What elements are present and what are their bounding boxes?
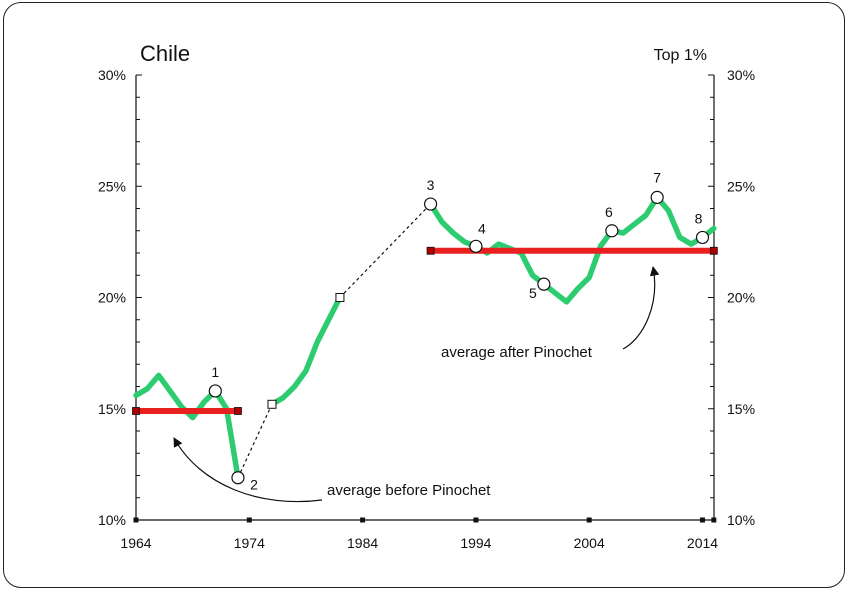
chart-frame: Chile Top 1% 10% 10% 15% 15% 20% 20% 25% 25% 30%… [3,2,845,588]
x-tick [700,517,705,523]
dashed-gap-line [237,404,273,478]
chart-subtitle: Top 1% [654,47,707,64]
y-tick-label-right: 30% [727,67,755,83]
x-tick-label: 1974 [234,535,265,551]
marked-point-label: 1 [211,364,219,380]
average-bar-end [709,246,718,255]
y-tick-label-left: 15% [98,401,126,417]
marked-point-circle [469,239,483,253]
x-tick [246,517,252,523]
annotation-before-label: average before Pinochet [327,482,491,499]
x-tick-label: 1994 [460,535,491,551]
x-tick [133,517,139,523]
chart-svg: Chile Top 1% 10% 10% 15% 15% 20% 20% 25% 25% 30%… [98,41,755,551]
x-tick [473,517,479,523]
y-tick-label-left: 25% [98,178,126,194]
x-tick-label: 2014 [687,535,718,551]
marked-point-circle [650,190,664,204]
marked-point-label: 6 [605,204,613,220]
y-tick-label-left: 10% [98,512,126,528]
x-tick [360,517,366,523]
marked-point-circle [605,224,619,238]
marked-point-circle [423,197,438,211]
marked-point-label: 2 [250,477,258,493]
x-tick [586,517,592,523]
marked-point-label: 8 [695,210,703,226]
y-tick-label-left: 20% [98,290,126,306]
x-tick-label: 2004 [574,535,605,551]
dashed-gap-line [339,203,432,298]
y-tick-label-right: 15% [727,401,755,417]
series-line [133,372,241,481]
interpolated-point-marker [267,399,277,409]
marked-point-circle [695,230,710,245]
annotation-after-label: average after Pinochet [441,344,593,361]
y-tick-label-left: 30% [98,67,126,83]
x-tick-label: 1964 [120,535,151,551]
x-tick [711,517,717,523]
marked-point-label: 4 [478,220,486,236]
marked-point-circle [231,471,245,485]
series-line [269,294,343,408]
marked-point-label: 3 [427,177,435,193]
y-tick-label-right: 10% [727,512,755,528]
x-tick-label: 1984 [347,535,378,551]
annotation-after-arrow [622,266,660,350]
marked-point-circle [537,277,551,291]
average-bar-end [234,407,242,415]
y-tick-label-right: 20% [727,290,755,306]
interpolated-point-marker [335,293,345,302]
average-bar-end [132,407,140,415]
marked-point-label: 7 [653,169,661,185]
annotation-before-arrow [173,437,323,503]
y-tick-label-right: 25% [727,178,755,194]
marked-point-label: 5 [529,285,537,301]
chart-title: Chile [140,41,190,66]
average-bar-end [426,246,435,255]
marked-point-circle [208,384,222,398]
